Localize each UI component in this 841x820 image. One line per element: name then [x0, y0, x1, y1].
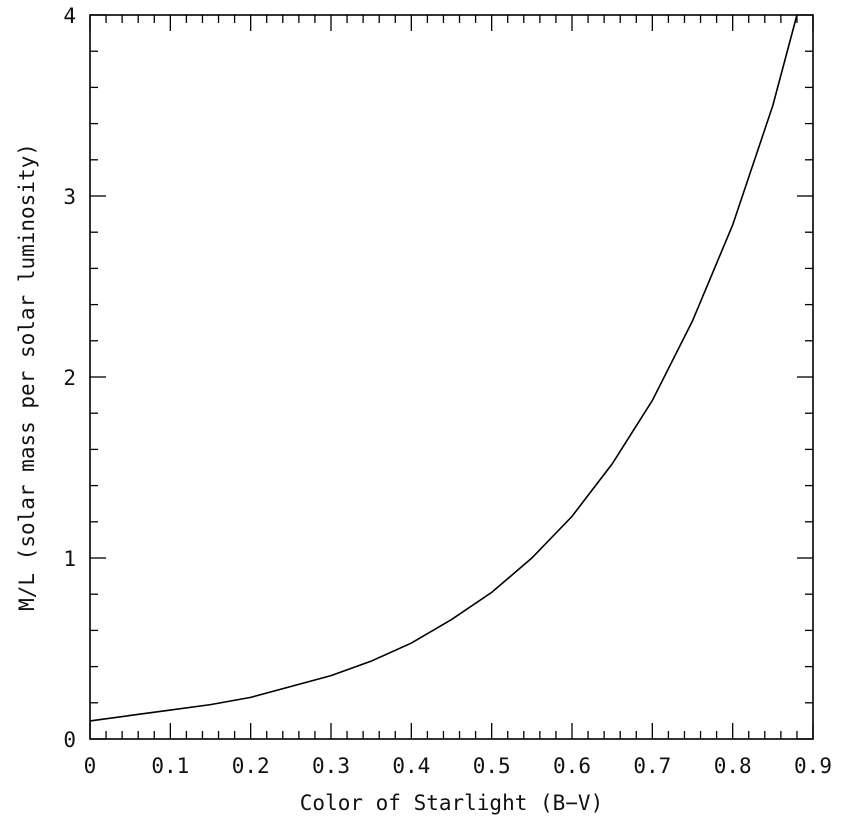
y-tick-label: 4 — [63, 4, 76, 28]
y-axis-label: M/L (solar mass per solar luminosity) — [15, 143, 39, 611]
y-tick-label: 1 — [63, 547, 76, 571]
y-tick-label: 0 — [63, 728, 76, 752]
x-tick-label: 0.8 — [714, 754, 752, 778]
x-tick-label: 0.1 — [151, 754, 189, 778]
x-tick-label: 0.5 — [473, 754, 511, 778]
x-tick-label: 0.2 — [232, 754, 270, 778]
tick-labels: 0 0.1 0.2 0.3 0.4 0.5 0.6 0.7 0.8 0.9 0 1 2 3 4 — [63, 4, 832, 778]
plot-frame — [89, 14, 814, 740]
y-tick-label: 3 — [63, 185, 76, 209]
x-tick-label: 0 — [84, 754, 97, 778]
x-tick-label: 0.7 — [633, 754, 671, 778]
x-axis-label: Color of Starlight (B−V) — [300, 791, 603, 815]
y-tick-label: 2 — [63, 366, 76, 390]
series-line — [89, 14, 798, 722]
ticks — [89, 14, 814, 740]
x-tick-label: 0.6 — [553, 754, 591, 778]
x-tick-label: 0.9 — [794, 754, 832, 778]
x-tick-label: 0.4 — [392, 754, 430, 778]
x-tick-label: 0.3 — [312, 754, 350, 778]
